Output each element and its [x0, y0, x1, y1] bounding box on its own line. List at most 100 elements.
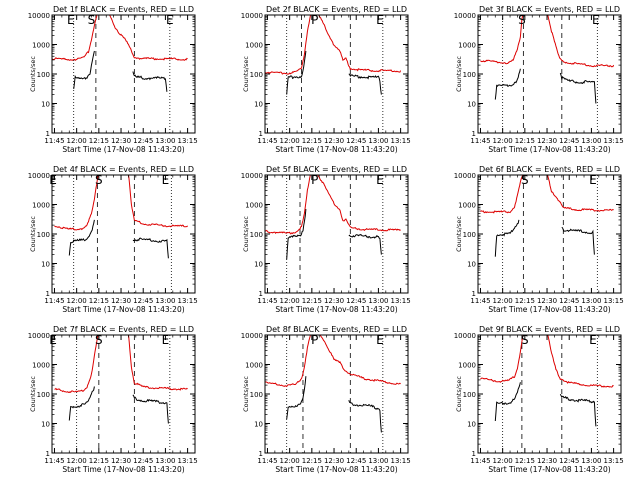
events-series-line — [494, 219, 520, 257]
lld-series-line — [547, 175, 614, 212]
lld-series-line — [128, 175, 188, 228]
x-tick-label: 12:45 — [346, 297, 366, 305]
y-tick-label: 100 — [463, 71, 476, 79]
y-tick-label: 100 — [250, 71, 263, 79]
x-tick-label: 11:45 — [470, 457, 490, 465]
x-tick-label: 12:45 — [346, 137, 366, 145]
events-series-line — [73, 50, 95, 89]
y-axis-label: Counts/sec — [455, 216, 463, 252]
lld-series-line — [54, 335, 99, 394]
x-axis-label: Start Time (17-Nov-08 11:43:20) — [62, 465, 184, 474]
x-tick-label: 12:30 — [111, 457, 131, 465]
x-tick-label: 12:15 — [302, 137, 322, 145]
phase-marker-label: E — [376, 13, 384, 27]
phase-marker-label: S — [88, 13, 96, 27]
x-tick-label: 12:45 — [346, 457, 366, 465]
x-tick-label: 12:00 — [67, 137, 87, 145]
y-tick-label: 100 — [37, 391, 50, 399]
phase-marker-label: E — [589, 173, 597, 187]
x-tick-label: 12:15 — [515, 457, 535, 465]
x-tick-label: 12:15 — [89, 297, 109, 305]
panel-title: Det 8f BLACK = Events, RED = LLD — [266, 325, 407, 334]
x-tick-label: 12:45 — [133, 457, 153, 465]
y-axis-label: Counts/sec — [29, 376, 37, 412]
lld-series-line — [547, 335, 614, 388]
x-tick-label: 11:45 — [44, 457, 64, 465]
events-series-line — [494, 68, 521, 100]
x-tick-label: 12:15 — [515, 297, 535, 305]
panel-title: Det 6f BLACK = Events, RED = LLD — [479, 165, 620, 174]
x-axis-label: Start Time (17-Nov-08 11:43:20) — [275, 465, 397, 474]
y-tick-label: 10 — [467, 261, 476, 269]
x-tick-label: 13:15 — [391, 457, 411, 465]
y-tick-label: 10 — [254, 421, 263, 429]
x-tick-label: 12:00 — [280, 457, 300, 465]
y-tick-label: 100 — [463, 391, 476, 399]
x-tick-label: 11:45 — [470, 297, 490, 305]
y-tick-label: 10 — [41, 101, 50, 109]
x-axis-label: Start Time (17-Nov-08 11:43:20) — [275, 145, 397, 154]
events-series-line — [132, 237, 169, 259]
x-axis-label: Start Time (17-Nov-08 11:43:20) — [488, 465, 610, 474]
lld-series-line — [265, 175, 401, 235]
x-tick-label: 13:15 — [178, 297, 198, 305]
phase-marker-label: P — [311, 173, 318, 187]
y-tick-label: 1000 — [458, 202, 476, 210]
x-tick-label: 13:00 — [581, 297, 601, 305]
y-tick-label: 10000 — [454, 12, 476, 20]
x-tick-label: 12:00 — [280, 137, 300, 145]
y-tick-label: 10000 — [241, 12, 263, 20]
x-tick-label: 12:15 — [302, 457, 322, 465]
y-tick-label: 1000 — [32, 202, 50, 210]
y-tick-label: 10 — [254, 261, 263, 269]
events-series-line — [286, 50, 307, 95]
y-tick-label: 100 — [37, 71, 50, 79]
y-axis-label: Counts/sec — [455, 56, 463, 92]
x-axis-label: Start Time (17-Nov-08 11:43:20) — [275, 305, 397, 314]
x-tick-label: 12:45 — [559, 137, 579, 145]
phase-marker-label: E — [376, 173, 384, 187]
detector-panel-7: Det 7f BLACK = Events, RED = LLDESE11010… — [28, 325, 198, 474]
y-tick-label: 1 — [46, 130, 50, 138]
phase-marker-label: E — [376, 333, 384, 347]
y-axis-label: Counts/sec — [29, 56, 37, 92]
events-series-line — [132, 394, 169, 424]
x-tick-label: 12:45 — [133, 297, 153, 305]
x-tick-label: 12:30 — [537, 297, 557, 305]
x-tick-label: 12:00 — [493, 137, 513, 145]
x-tick-label: 12:00 — [493, 457, 513, 465]
panel-title: Det 1f BLACK = Events, RED = LLD — [53, 5, 194, 14]
phase-marker-label: E — [589, 333, 597, 347]
y-tick-label: 10000 — [454, 332, 476, 340]
x-tick-label: 11:45 — [257, 457, 277, 465]
y-tick-label: 1000 — [458, 42, 476, 50]
x-tick-label: 12:30 — [111, 297, 131, 305]
events-series-line — [494, 382, 521, 422]
events-series-line — [132, 71, 168, 92]
events-series-line — [348, 233, 382, 255]
x-tick-label: 13:15 — [604, 457, 624, 465]
x-tick-label: 13:15 — [604, 297, 624, 305]
x-tick-label: 12:45 — [559, 457, 579, 465]
lld-series-line — [128, 335, 188, 391]
y-axis-label: Counts/sec — [242, 56, 250, 92]
x-tick-label: 13:00 — [368, 137, 388, 145]
phase-marker-label: S — [518, 13, 526, 27]
y-tick-label: 10000 — [28, 172, 50, 180]
lld-series-line — [547, 15, 615, 68]
events-series-line — [559, 72, 597, 104]
x-tick-label: 12:15 — [515, 137, 535, 145]
lld-series-line — [265, 15, 402, 75]
x-tick-label: 12:30 — [537, 137, 557, 145]
x-tick-label: 12:30 — [324, 137, 344, 145]
x-tick-label: 12:45 — [559, 297, 579, 305]
panel-title: Det 9f BLACK = Events, RED = LLD — [479, 325, 620, 334]
x-tick-label: 11:45 — [44, 137, 64, 145]
panel-title: Det 5f BLACK = Events, RED = LLD — [266, 165, 407, 174]
x-tick-label: 13:00 — [155, 457, 175, 465]
detector-panel-9: Det 9f BLACK = Events, RED = LLDSE110100… — [454, 325, 624, 474]
events-series-line — [348, 73, 382, 95]
